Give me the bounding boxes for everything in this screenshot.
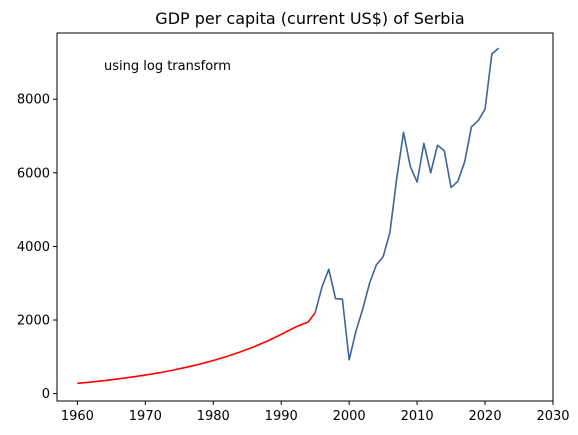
y-tick-label: 6000 xyxy=(17,166,50,181)
x-axis: 1960 1970 1980 1990 2000 2010 2020 2030 xyxy=(61,401,570,424)
y-tick-label: 2000 xyxy=(17,314,50,329)
x-tick-label: 2020 xyxy=(469,409,502,424)
y-tick-label: 4000 xyxy=(17,240,50,255)
y-tick-label: 0 xyxy=(42,387,50,402)
x-tick-label: 1970 xyxy=(129,409,162,424)
series-layer xyxy=(77,47,500,385)
x-tick-label: 2010 xyxy=(401,409,434,424)
chart-title: GDP per capita (current US$) of Serbia xyxy=(155,9,464,28)
y-axis: 0 2000 4000 6000 8000 xyxy=(17,93,57,402)
x-tick-label: 1960 xyxy=(61,409,94,424)
y-tick-label: 8000 xyxy=(17,93,50,108)
series-line-red xyxy=(77,312,316,385)
plot-frame xyxy=(56,32,554,402)
x-tick-label: 2030 xyxy=(536,409,569,424)
x-tick-label: 2000 xyxy=(333,409,366,424)
series-line-blue xyxy=(314,47,500,361)
annotation-text: using log transform xyxy=(104,59,231,74)
x-tick-label: 1980 xyxy=(197,409,230,424)
x-tick-label: 1990 xyxy=(265,409,298,424)
